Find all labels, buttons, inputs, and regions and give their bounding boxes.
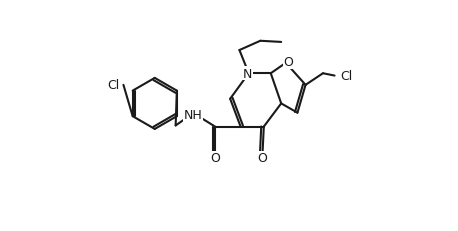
Text: NH: NH: [184, 109, 202, 122]
Text: Cl: Cl: [108, 79, 120, 92]
Text: O: O: [210, 152, 220, 165]
Text: N: N: [243, 67, 252, 80]
Text: O: O: [258, 152, 267, 165]
Text: Cl: Cl: [340, 70, 353, 83]
Text: O: O: [283, 56, 293, 69]
